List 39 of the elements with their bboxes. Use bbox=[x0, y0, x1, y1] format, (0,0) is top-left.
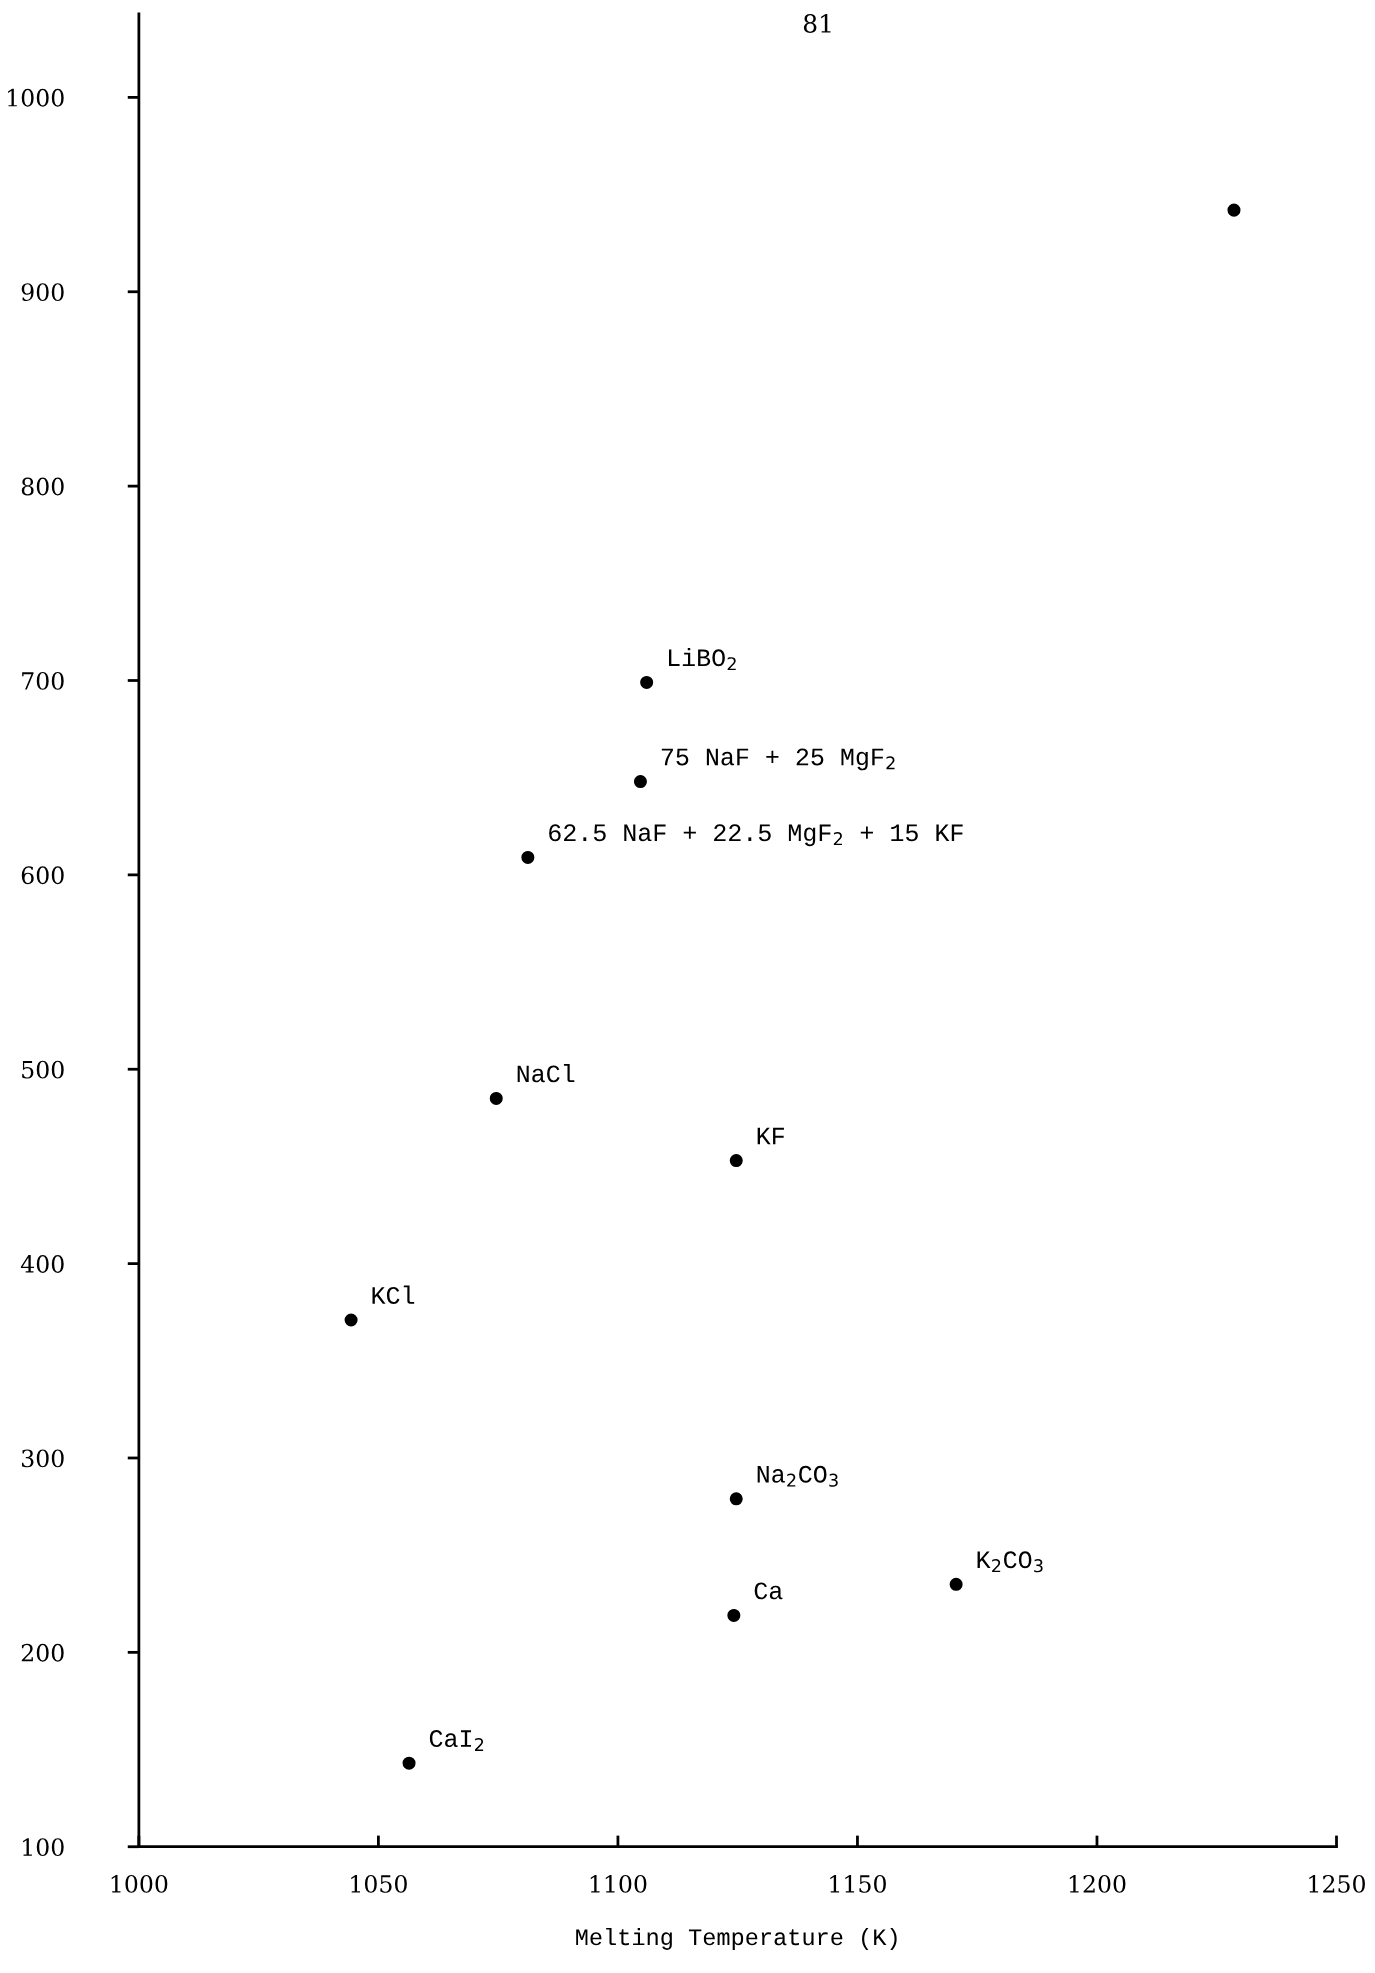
point bbox=[1227, 203, 1241, 217]
y-tick-label: 900 bbox=[21, 283, 64, 302]
y-tick-label: 1000 bbox=[8, 88, 64, 107]
x-axis-title: Melting Temperature (K) bbox=[576, 1927, 897, 1950]
y-tick-label: 100 bbox=[23, 1838, 64, 1857]
annotation: Na$_{2}$CO$_{3}$ bbox=[757, 1465, 838, 1487]
annotation: 75 NaF + 25 MgF$_{2}$ bbox=[661, 748, 895, 771]
point bbox=[727, 1608, 741, 1622]
y-tick-label: 600 bbox=[21, 866, 64, 885]
annotation: LiBO$_{2}$ bbox=[669, 647, 736, 671]
y-tick-label: 300 bbox=[22, 1449, 64, 1468]
y-tick-label: 200 bbox=[21, 1643, 64, 1662]
point bbox=[489, 1091, 503, 1105]
point bbox=[729, 1492, 743, 1506]
annotation: KF bbox=[757, 1127, 784, 1145]
point bbox=[949, 1577, 963, 1591]
x-tick-label: 1200 bbox=[1069, 1874, 1126, 1893]
y-tick-label: 800 bbox=[21, 477, 64, 496]
x-tick-label: 1250 bbox=[1309, 1874, 1365, 1893]
point bbox=[729, 1154, 743, 1168]
x-tick-label: 1100 bbox=[590, 1874, 647, 1893]
point bbox=[633, 775, 647, 789]
point bbox=[344, 1313, 358, 1327]
annotation: CaI$_{2}$ bbox=[429, 1730, 484, 1751]
y-tick-label: 700 bbox=[22, 671, 64, 690]
x-tick-label: 1000 bbox=[111, 1874, 168, 1893]
annotation: 81 bbox=[803, 13, 831, 33]
point bbox=[521, 850, 535, 864]
x-tick-label: 1050 bbox=[351, 1874, 407, 1893]
point bbox=[640, 675, 654, 689]
annotation: NaCl bbox=[517, 1063, 575, 1083]
annotation: Ca bbox=[754, 1582, 783, 1600]
y-tick-label: 400 bbox=[20, 1255, 64, 1273]
annotation: KCl bbox=[372, 1285, 415, 1304]
y-tick-label: 500 bbox=[22, 1060, 64, 1079]
point bbox=[402, 1756, 416, 1770]
annotation: K$_{2}$CO$_{3}$ bbox=[977, 1551, 1043, 1573]
x-tick-label: 1150 bbox=[830, 1874, 886, 1893]
annotation: 62.5 NaF + 22.5 MgF$_{2}$ + 15 KF bbox=[549, 824, 963, 847]
